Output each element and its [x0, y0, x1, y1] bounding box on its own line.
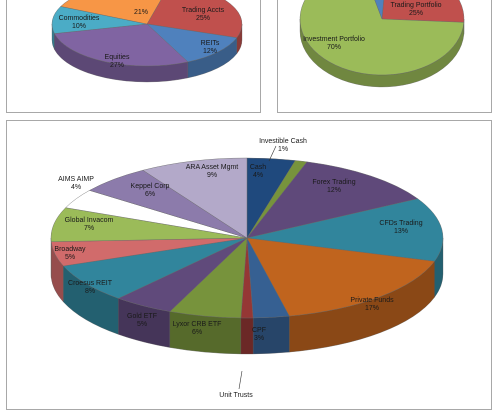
- slice-value-keppel-corp: 6%: [145, 191, 155, 198]
- slice-label-lyxor-crb-etf: Lyxor CRB ETF: [173, 321, 222, 328]
- slice-value-investment-portfolio: 70%: [327, 44, 341, 51]
- slice-label-forex-trading: Forex Trading: [312, 179, 355, 186]
- slice-value-cash: 4%: [253, 172, 263, 179]
- slice-label-cpf: CPF: [252, 327, 266, 334]
- slice-value-forex-trading: 12%: [327, 187, 341, 194]
- slice-value-commodities: 10%: [72, 23, 86, 30]
- leader-line-unit-trusts: [239, 371, 242, 389]
- slice-label-cash: Cash: [250, 164, 266, 171]
- slice-label-private-funds: Private Funds: [350, 297, 394, 304]
- slice-value-global-invacom: 7%: [84, 225, 94, 232]
- slice-value-croesus-reit: 8%: [85, 288, 95, 295]
- slice-value-reits: 12%: [203, 48, 217, 55]
- slice-label-equities: Equities: [105, 54, 130, 61]
- slice-value-trading-accts: 25%: [196, 15, 210, 22]
- slice-label-gold-etf: Gold ETF: [127, 313, 157, 320]
- slice-value-lyxor-crb-etf: 6%: [192, 329, 202, 336]
- slice-value-cfds-trading: 13%: [394, 228, 408, 235]
- slice-label-ara-asset-mgmt: ARA Asset Mgmt: [186, 164, 239, 171]
- slice-value-investible-cash: 1%: [278, 146, 288, 153]
- slice-value-unlabeled-4: 21%: [134, 9, 148, 16]
- slice-label-trading-portfolio: Trading Portfolio: [390, 2, 441, 9]
- slice-label-croesus-reit: Croesus REIT: [68, 280, 113, 287]
- slice-value-trading-portfolio: 25%: [409, 10, 423, 17]
- slice-label-investible-cash: Investible Cash: [259, 138, 307, 145]
- slice-value-equities: 27%: [110, 62, 124, 69]
- slice-label-trading-accts: Trading Accts: [182, 7, 225, 14]
- slice-value-broadway: 5%: [65, 254, 75, 261]
- slice-label-keppel-corp: Keppel Corp: [131, 183, 170, 190]
- slice-value-gold-etf: 5%: [137, 321, 147, 328]
- slice-label-cfds-trading: CFDs Trading: [379, 220, 422, 227]
- slice-label-investment-portfolio: Investment Portfolio: [303, 36, 365, 43]
- slice-label-commodities: Commodities: [59, 15, 100, 22]
- slice-value-aims-aimp: 4%: [71, 184, 81, 191]
- slice-label-broadway: Broadway: [54, 246, 86, 253]
- slice-value-private-funds: 17%: [365, 305, 379, 312]
- slice-label-reits: REITs: [201, 40, 220, 47]
- pie-side-unit-trusts: [241, 318, 253, 354]
- slice-value-ara-asset-mgmt: 9%: [207, 172, 217, 179]
- slice-label-aims-aimp: AIMS AIMP: [58, 176, 94, 183]
- slice-label-global-invacom: Global Invacom: [65, 217, 114, 224]
- slice-value-cpf: 3%: [254, 335, 264, 342]
- slice-label-unit-trusts: Unit Trusts: [219, 392, 253, 399]
